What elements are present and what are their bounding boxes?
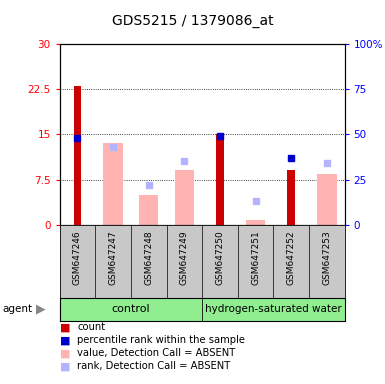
Bar xyxy=(103,144,123,225)
Text: hydrogen-saturated water: hydrogen-saturated water xyxy=(205,304,342,314)
Text: count: count xyxy=(77,322,105,332)
Text: ▶: ▶ xyxy=(36,303,45,316)
Text: value, Detection Call = ABSENT: value, Detection Call = ABSENT xyxy=(77,348,235,358)
Text: GSM647249: GSM647249 xyxy=(180,230,189,285)
Bar xyxy=(216,134,224,225)
Text: GSM647252: GSM647252 xyxy=(287,230,296,285)
Text: percentile rank within the sample: percentile rank within the sample xyxy=(77,335,245,345)
Text: ■: ■ xyxy=(60,361,70,371)
Text: GSM647250: GSM647250 xyxy=(216,230,224,285)
Bar xyxy=(74,86,81,225)
Text: control: control xyxy=(112,304,150,314)
Bar xyxy=(202,298,345,321)
Text: agent: agent xyxy=(2,304,32,314)
Text: rank, Detection Call = ABSENT: rank, Detection Call = ABSENT xyxy=(77,361,230,371)
Bar xyxy=(287,170,295,225)
Text: ■: ■ xyxy=(60,322,70,332)
Text: GSM647251: GSM647251 xyxy=(251,230,260,285)
Text: ■: ■ xyxy=(60,335,70,345)
Bar xyxy=(317,174,336,225)
Bar xyxy=(139,195,159,225)
Bar xyxy=(174,170,194,225)
Text: ■: ■ xyxy=(60,348,70,358)
Text: GSM647246: GSM647246 xyxy=(73,230,82,285)
Bar xyxy=(246,220,265,225)
Text: GSM647248: GSM647248 xyxy=(144,230,153,285)
Text: GDS5215 / 1379086_at: GDS5215 / 1379086_at xyxy=(112,14,273,28)
Text: GSM647247: GSM647247 xyxy=(109,230,117,285)
Bar xyxy=(60,298,202,321)
Text: GSM647253: GSM647253 xyxy=(322,230,331,285)
